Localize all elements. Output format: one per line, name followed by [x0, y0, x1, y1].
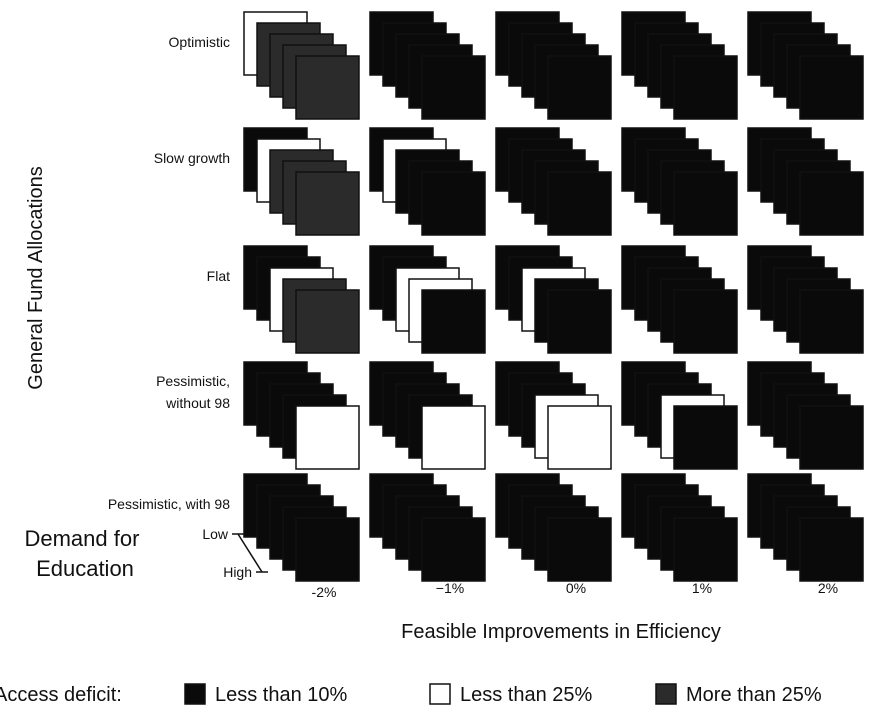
cell-r4-c4 — [747, 473, 864, 582]
cell-r1-c0 — [243, 127, 360, 236]
cube-r1-c1-d4-lt10 — [421, 171, 486, 236]
cube-r3-c2-d4-lt25 — [547, 405, 612, 470]
cube-r1-c3-d4-lt10 — [673, 171, 738, 236]
depth-label-high: High — [223, 564, 252, 580]
cube-r1-c2-d4-lt10 — [547, 171, 612, 236]
z-axis-title-line1: Demand for — [24, 526, 139, 551]
row-label-3: Pessimistic, without 98 — [156, 373, 230, 411]
row-label-4: Pessimistic, with 98 — [108, 496, 230, 512]
depth-label-low: Low — [202, 526, 229, 542]
cell-r3-c1 — [369, 361, 486, 470]
legend-label-gt25: More than 25% — [686, 684, 822, 706]
legend-label-lt10: Less than 10% — [215, 684, 348, 706]
legend-swatch-gt25 — [655, 683, 677, 705]
cell-r3-c4 — [747, 361, 864, 470]
legend-label-lt25: Less than 25% — [460, 684, 593, 706]
cube-r1-c0-d4-gt25 — [295, 171, 360, 236]
cube-r2-c3-d4-lt10 — [673, 289, 738, 354]
cube-r2-c2-d4-lt10 — [547, 289, 612, 354]
cell-r4-c2 — [495, 473, 612, 582]
cube-r4-c4-d4-lt10 — [799, 517, 864, 582]
cell-r1-c4 — [747, 127, 864, 236]
y-axis-title: General Fund Allocations — [25, 166, 47, 389]
z-axis-title-line2: Education — [36, 556, 134, 581]
row-label-1-line-0: Slow growth — [154, 150, 230, 166]
cube-r2-c4-d4-lt10 — [799, 289, 864, 354]
row-label-4-line-0: Pessimistic, with 98 — [108, 496, 230, 512]
row-label-2: Flat — [207, 268, 230, 284]
cell-r3-c3 — [621, 361, 738, 470]
cube-r0-c0-d4-gt25 — [295, 55, 360, 120]
cell-r1-c3 — [621, 127, 738, 236]
cube-r0-c4-d4-lt10 — [799, 55, 864, 120]
cell-r2-c3 — [621, 245, 738, 354]
z-axis-title: Demand for Education — [24, 526, 145, 581]
cell-r3-c2 — [495, 361, 612, 470]
cube-r3-c1-d4-lt25 — [421, 405, 486, 470]
cell-r0-c3 — [621, 11, 738, 120]
legend-swatch-lt10 — [184, 683, 206, 705]
cube-r3-c0-d4-lt25 — [295, 405, 360, 470]
row-label-0-line-0: Optimistic — [169, 34, 230, 50]
cell-r2-c2 — [495, 245, 612, 354]
cube-r4-c0-d4-lt10 — [295, 517, 360, 582]
cell-r4-c0 — [243, 473, 360, 582]
legend-title: Access deficit: — [0, 684, 122, 706]
depth-axis-line — [237, 533, 263, 573]
cell-r0-c0 — [243, 11, 360, 120]
x-axis-title: Feasible Improvements in Efficiency — [401, 621, 721, 643]
cube-r2-c0-d4-gt25 — [295, 289, 360, 354]
row-label-2-line-0: Flat — [207, 268, 230, 284]
cube-grid — [243, 11, 864, 582]
row-label-3-line-0: Pessimistic, — [156, 373, 230, 389]
x-tick-2: 0% — [566, 580, 586, 596]
legend: Access deficit: Less than 10% Less than 2… — [0, 683, 822, 706]
cell-r2-c0 — [243, 245, 360, 354]
row-label-1: Slow growth — [154, 150, 230, 166]
cell-r0-c1 — [369, 11, 486, 120]
cube-r1-c4-d4-lt10 — [799, 171, 864, 236]
row-labels: Optimistic Slow growth Flat Pessimistic, wit… — [108, 34, 230, 512]
x-tick-3: 1% — [692, 580, 712, 596]
cube-r4-c2-d4-lt10 — [547, 517, 612, 582]
row-label-0: Optimistic — [169, 34, 230, 50]
cube-r0-c2-d4-lt10 — [547, 55, 612, 120]
cell-r1-c1 — [369, 127, 486, 236]
cell-r4-c3 — [621, 473, 738, 582]
cell-r4-c1 — [369, 473, 486, 582]
cell-r1-c2 — [495, 127, 612, 236]
cell-r0-c4 — [747, 11, 864, 120]
x-tick-0: -2% — [312, 584, 337, 600]
cube-r4-c3-d4-lt10 — [673, 517, 738, 582]
cell-r2-c4 — [747, 245, 864, 354]
cell-r0-c2 — [495, 11, 612, 120]
x-tick-1: −1% — [436, 580, 464, 596]
cube-r0-c1-d4-lt10 — [421, 55, 486, 120]
x-axis-ticks: -2% −1% 0% 1% 2% — [312, 580, 839, 600]
legend-swatch-lt25 — [429, 683, 451, 705]
cube-r2-c1-d4-lt10 — [421, 289, 486, 354]
cube-r4-c1-d4-lt10 — [421, 517, 486, 582]
cube-r3-c3-d4-lt10 — [673, 405, 738, 470]
x-tick-4: 2% — [818, 580, 838, 596]
cube-r0-c3-d4-lt10 — [673, 55, 738, 120]
cell-r3-c0 — [243, 361, 360, 470]
row-label-3-line-1: without 98 — [165, 395, 230, 411]
cell-r2-c1 — [369, 245, 486, 354]
cube-r3-c4-d4-lt10 — [799, 405, 864, 470]
